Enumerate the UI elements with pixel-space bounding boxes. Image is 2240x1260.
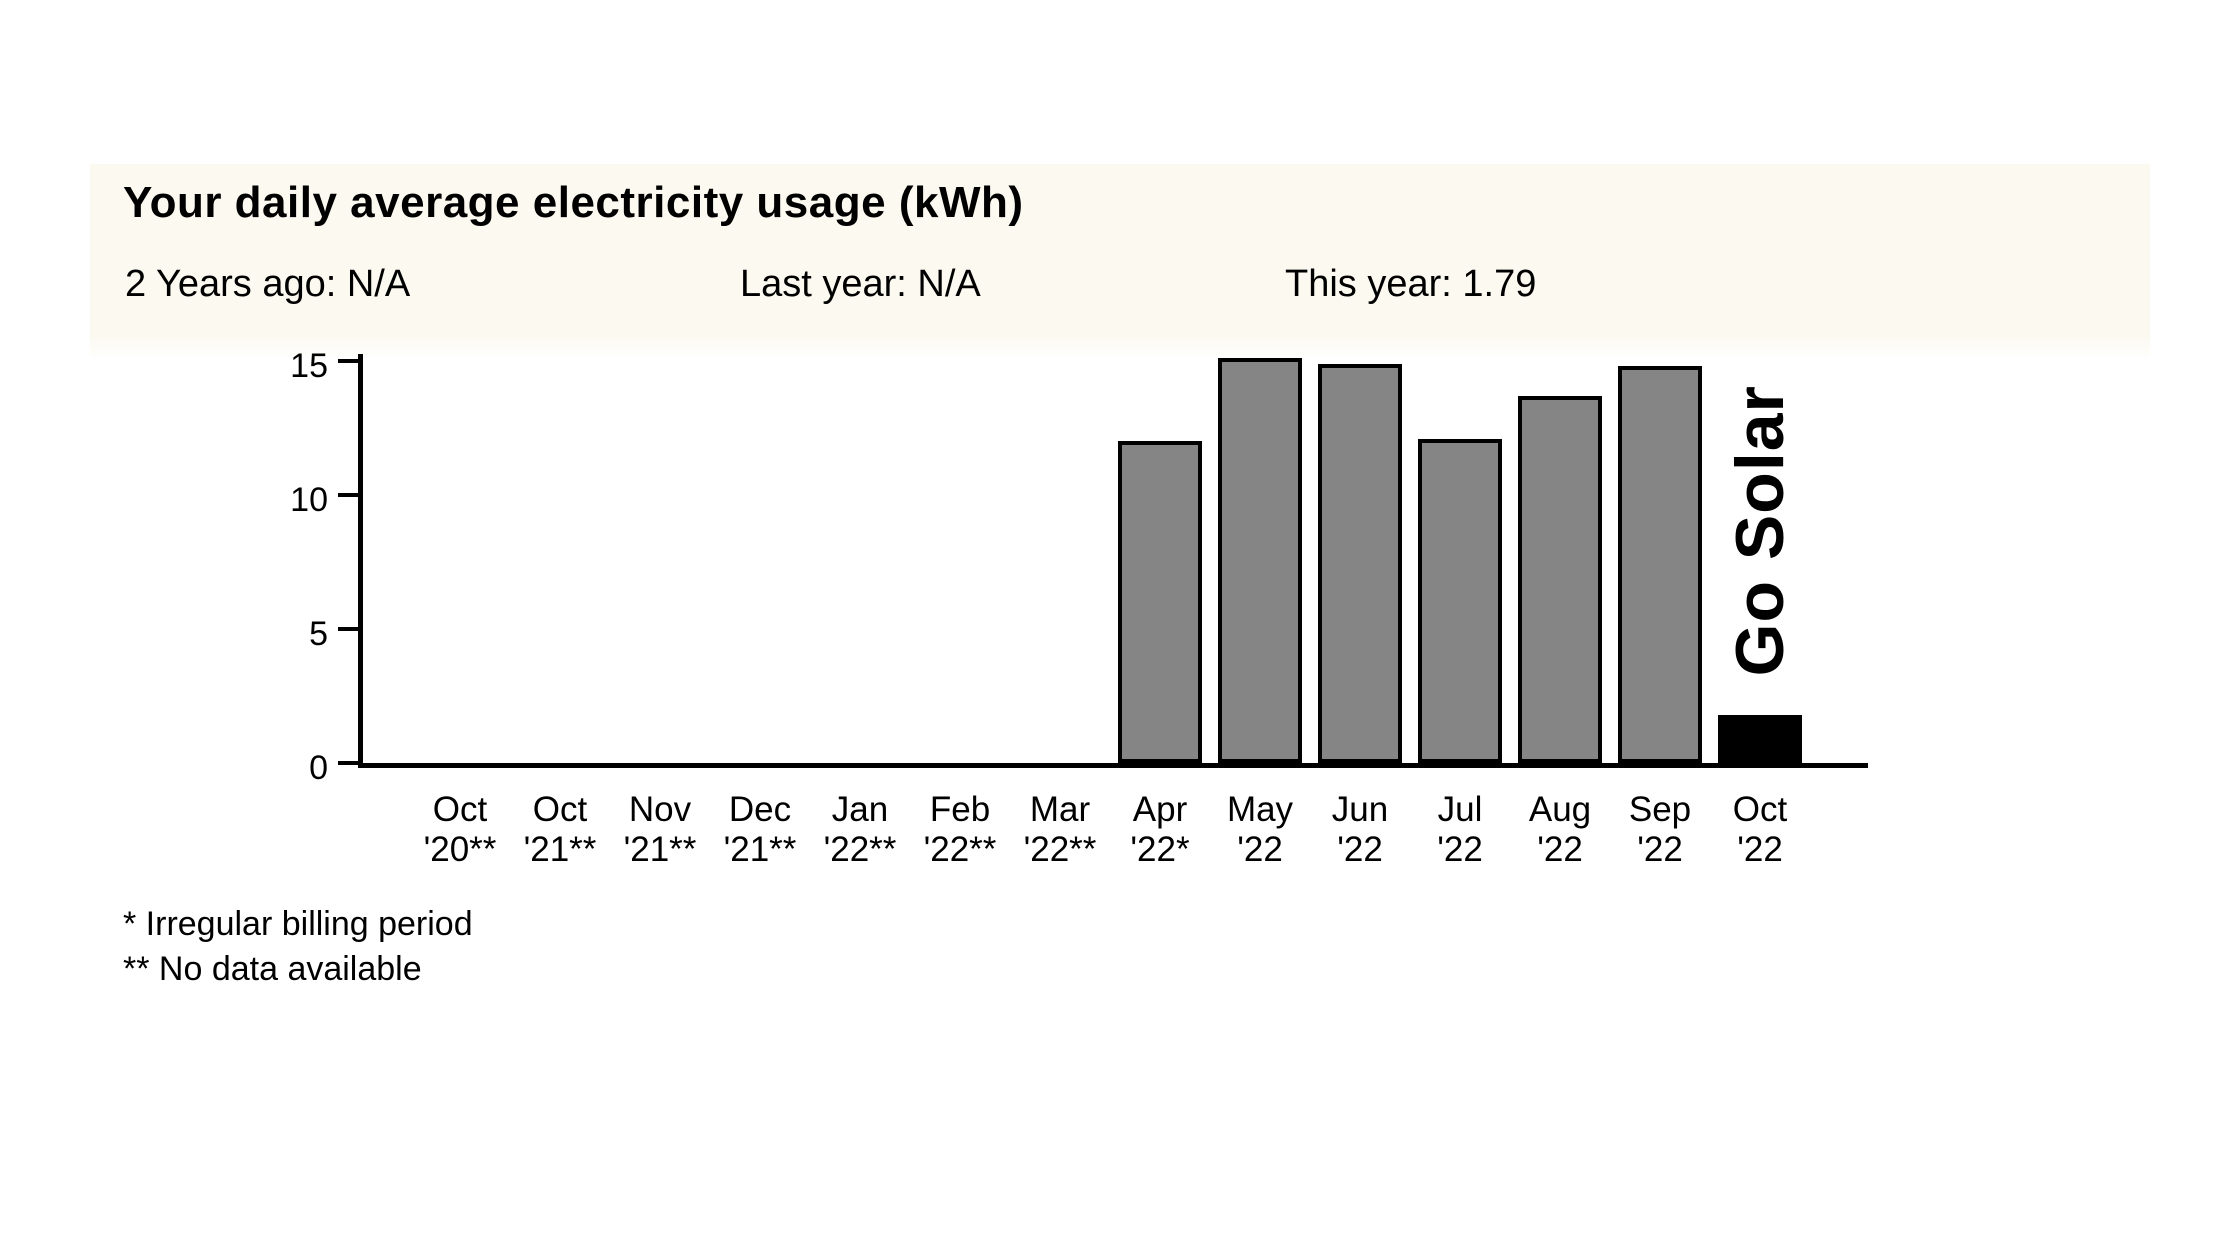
x-tick-label: Feb '22** bbox=[923, 790, 997, 869]
y-axis-line bbox=[358, 354, 363, 768]
go-solar-label[interactable]: Go Solar bbox=[1705, 385, 1815, 677]
bar-jul-22 bbox=[1418, 439, 1502, 763]
bar-may-22 bbox=[1218, 358, 1302, 763]
plot-area: Go Solar 0 5 10 15 Oct '20** Oct '21** Nov '21** D… bbox=[90, 164, 2150, 1024]
x-tick-label: Dec '21** bbox=[723, 790, 797, 869]
bar-aug-22 bbox=[1518, 396, 1602, 763]
y-tick-mark bbox=[338, 761, 358, 765]
go-solar-text: Go Solar bbox=[1722, 385, 1798, 677]
x-tick-label: Jan '22** bbox=[823, 790, 897, 869]
x-tick-label: Apr '22* bbox=[1130, 790, 1190, 869]
bar-apr-22- bbox=[1118, 441, 1202, 763]
y-tick-label: 10 bbox=[290, 481, 328, 519]
y-tick-label: 0 bbox=[309, 749, 328, 787]
x-tick-label: Oct '20** bbox=[423, 790, 497, 869]
y-tick-label: 15 bbox=[290, 347, 328, 385]
y-tick-label: 5 bbox=[309, 615, 328, 653]
x-tick-label: Nov '21** bbox=[623, 790, 697, 869]
page-title: Your daily average electricity usage (kW… bbox=[123, 178, 1024, 227]
footnote-irregular-billing: * Irregular billing period bbox=[123, 905, 473, 943]
stat-this-year: This year: 1.79 bbox=[1285, 263, 1537, 305]
usage-chart-card: Your daily average electricity usage (kW… bbox=[90, 164, 2150, 1024]
footnote-no-data: ** No data available bbox=[123, 950, 422, 988]
y-tick-mark bbox=[338, 627, 358, 631]
bar-jun-22 bbox=[1318, 364, 1402, 763]
x-tick-label: Jun '22 bbox=[1331, 790, 1389, 869]
x-tick-label: Oct '22 bbox=[1732, 790, 1788, 869]
stat-last-year: Last year: N/A bbox=[740, 263, 981, 305]
x-tick-label: Jul '22 bbox=[1437, 790, 1483, 869]
x-axis-line bbox=[358, 763, 1868, 768]
stat-two-years-ago: 2 Years ago: N/A bbox=[125, 263, 411, 305]
x-tick-label: May '22 bbox=[1226, 790, 1294, 869]
x-tick-label: Mar '22** bbox=[1023, 790, 1097, 869]
x-tick-label: Oct '21** bbox=[523, 790, 597, 869]
bar-sep-22 bbox=[1618, 366, 1702, 763]
y-tick-mark bbox=[338, 493, 358, 497]
bar-oct-22 bbox=[1718, 715, 1802, 763]
x-tick-label: Aug '22 bbox=[1528, 790, 1592, 869]
x-tick-label: Sep '22 bbox=[1628, 790, 1692, 869]
y-tick-mark bbox=[338, 359, 358, 363]
